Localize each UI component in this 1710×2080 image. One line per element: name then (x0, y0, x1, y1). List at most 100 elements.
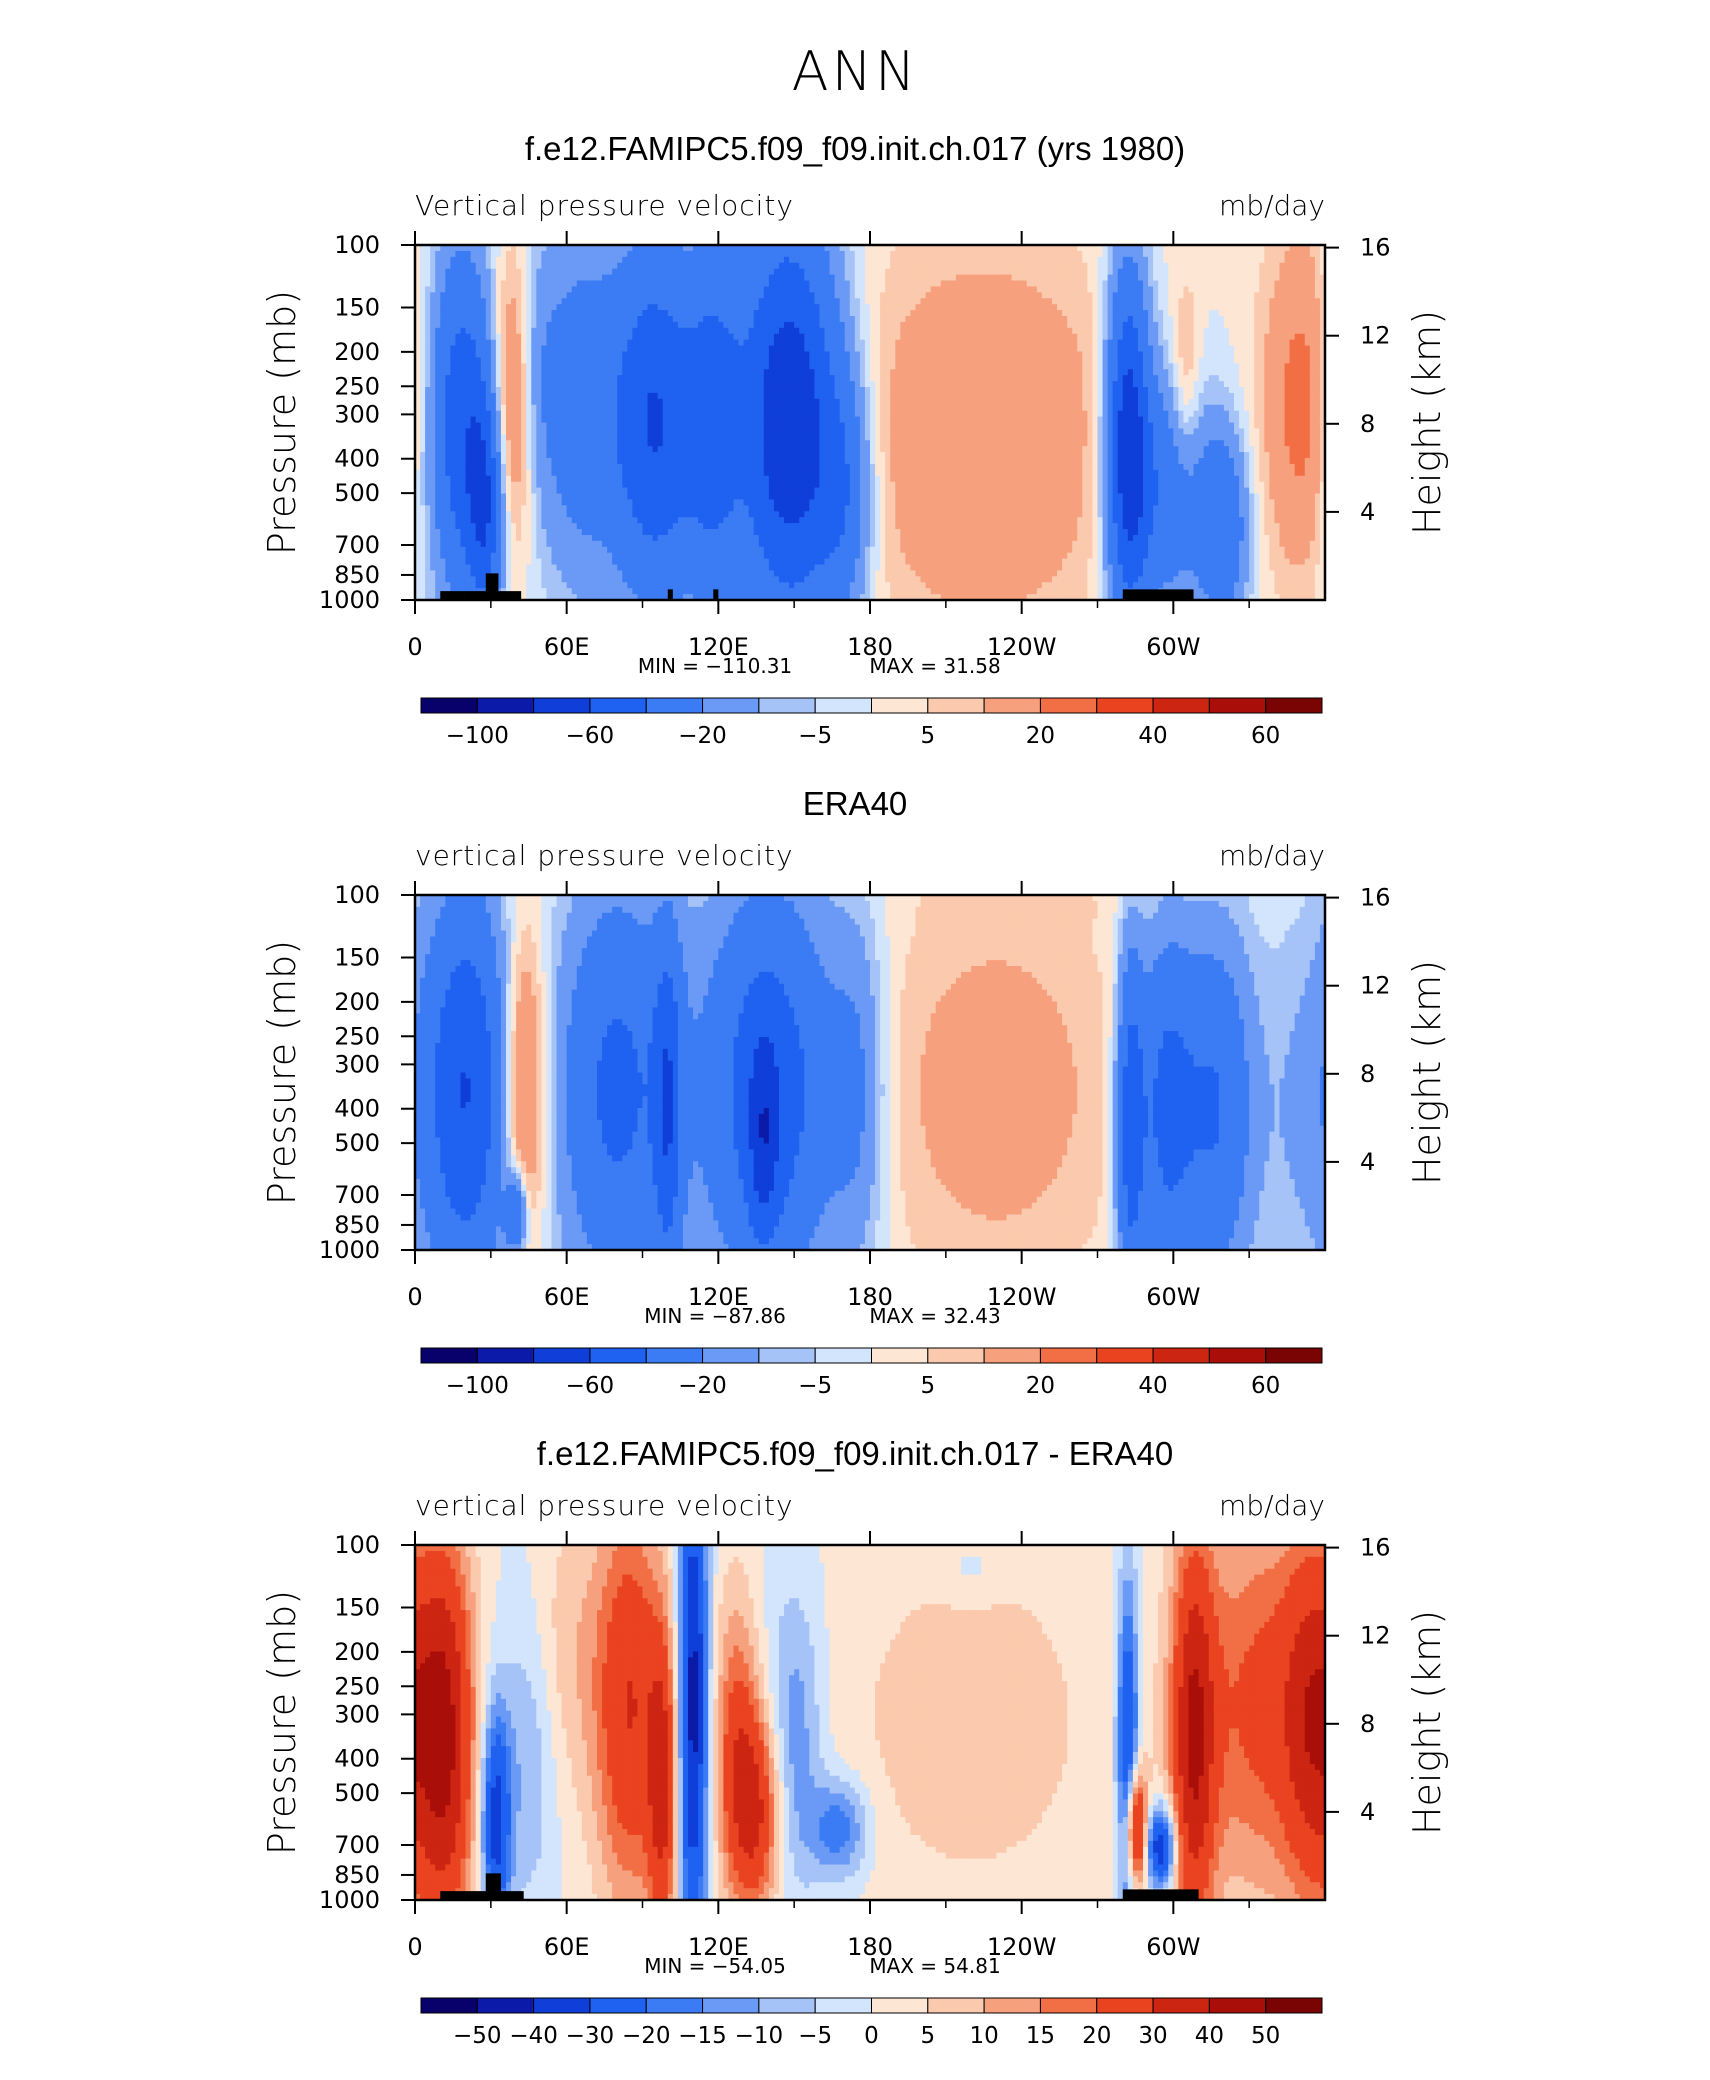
field-cell (657, 327, 664, 335)
field-cell (516, 469, 522, 477)
field-cell (490, 458, 497, 465)
field-cell (784, 422, 790, 430)
field-cell (743, 381, 750, 388)
field-cell (784, 594, 790, 601)
field-cell (561, 469, 568, 477)
field-cell (753, 392, 760, 400)
field-cell (511, 523, 517, 530)
field-cell (490, 339, 497, 347)
field-cell (420, 339, 426, 347)
field-cell (637, 304, 644, 311)
field-cell (485, 280, 492, 288)
field-cell (657, 570, 664, 577)
field-cell (652, 381, 659, 388)
field-cell (470, 440, 477, 447)
field-cell (415, 363, 421, 370)
field-cell (480, 440, 487, 447)
field-cell (566, 534, 573, 542)
field-cell (571, 582, 578, 589)
field-cell (738, 594, 745, 601)
field-cell (819, 392, 826, 400)
field-cell (586, 304, 593, 311)
field-cell (561, 321, 568, 329)
field-cell (804, 327, 810, 335)
field-cell (637, 316, 644, 323)
field-cell (657, 422, 664, 430)
field-cell (773, 481, 780, 489)
field-cell (475, 387, 482, 394)
field-cell (768, 245, 775, 252)
field-cell (753, 345, 760, 353)
field-cell (647, 523, 654, 530)
field-cell (430, 398, 436, 406)
field-cell (490, 351, 497, 359)
field-cell (460, 523, 467, 530)
field-cell (794, 475, 800, 483)
field-cell (738, 304, 745, 311)
field-cell (475, 534, 482, 542)
field-cell (617, 452, 623, 459)
field-cell (617, 481, 623, 489)
field-cell (794, 404, 800, 412)
field-cell (607, 262, 613, 270)
field-cell (789, 570, 795, 577)
field-cell (576, 570, 583, 577)
field-cell (733, 588, 740, 595)
field-cell (642, 552, 649, 560)
field-cell (652, 298, 659, 305)
field-cell (637, 487, 644, 495)
field-cell (799, 505, 805, 512)
field-cell (516, 452, 522, 459)
field-cell (561, 256, 568, 264)
field-cell (718, 558, 724, 566)
field-cell (728, 481, 735, 489)
field-cell (794, 523, 800, 530)
field-cell (435, 351, 441, 359)
field-cell (768, 452, 775, 459)
field-cell (581, 576, 588, 583)
field-cell (460, 534, 467, 542)
field-cell (612, 481, 618, 489)
field-cell (647, 540, 654, 548)
field-cell (475, 440, 482, 447)
field-cell (779, 274, 785, 282)
field-cell (753, 588, 760, 595)
field-cell (455, 434, 462, 441)
field-cell (647, 345, 654, 353)
field-cell (617, 594, 623, 601)
field-cell (703, 327, 709, 335)
field-cell (662, 375, 669, 382)
field-cell (516, 458, 522, 465)
field-cell (521, 440, 527, 447)
field-cell (804, 564, 810, 572)
field-cell (551, 523, 558, 530)
field-cell (819, 440, 826, 447)
field-cell (556, 292, 563, 299)
field-cell (662, 517, 669, 524)
field-cell (450, 452, 457, 459)
field-cell (450, 434, 457, 441)
field-cell (506, 398, 512, 406)
field-cell (627, 292, 633, 299)
field-cell (551, 452, 558, 459)
field-cell (794, 392, 800, 400)
field-cell (460, 351, 467, 359)
field-cell (682, 321, 689, 329)
field-cell (794, 327, 800, 335)
field-cell (516, 558, 522, 566)
field-cell (475, 381, 482, 388)
field-cell (435, 481, 441, 489)
field-cell (597, 369, 603, 376)
field-cell (495, 363, 502, 370)
field-cell (748, 434, 755, 441)
field-cell (773, 440, 780, 447)
field-cell (768, 422, 775, 430)
field-cell (763, 452, 770, 459)
field-cell (627, 316, 633, 323)
field-cell (662, 387, 669, 394)
field-cell (511, 268, 517, 276)
field-cell (521, 529, 527, 536)
field-cell (662, 298, 669, 305)
field-cell (642, 357, 649, 364)
field-cell (758, 564, 765, 572)
